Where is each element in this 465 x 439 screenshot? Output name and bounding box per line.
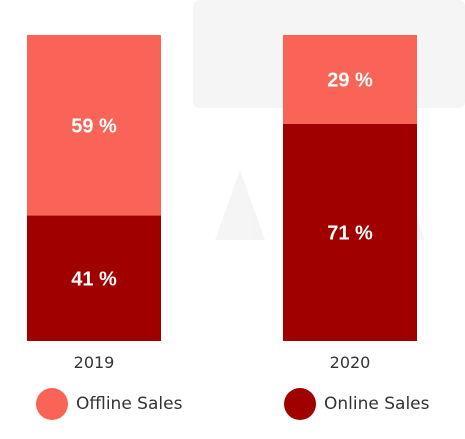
legend: Offline Sales Online Sales — [0, 388, 465, 424]
legend-item-offline-sales: Offline Sales — [36, 388, 182, 420]
bar-offline-sales-2019 — [27, 35, 161, 216]
data-label-offline-sales-2020: 29 % — [327, 69, 373, 91]
x-axis-ticks: 2019 2020 — [74, 353, 371, 372]
x-tick-2020: 2020 — [330, 353, 371, 372]
data-label-online-sales-2020: 71 % — [327, 222, 373, 244]
bar-labels-layer: 41 % 59 % 71 % 29 % — [71, 69, 373, 290]
data-label-online-sales-2019: 41 % — [71, 268, 117, 290]
bars-layer — [27, 35, 417, 342]
bar-online-sales-2019 — [27, 215, 161, 341]
online-sales-swatch — [284, 388, 316, 420]
offline-sales-swatch — [36, 388, 68, 420]
legend-label-offline-sales: Offline Sales — [76, 394, 183, 414]
x-tick-2019: 2019 — [74, 353, 115, 372]
legend-label-online-sales: Online Sales — [324, 394, 430, 414]
data-label-offline-sales-2019: 59 % — [71, 115, 117, 137]
legend-item-online-sales: Online Sales — [284, 388, 430, 420]
bar-online-sales-2020 — [283, 123, 417, 342]
bar-offline-sales-2020 — [283, 35, 417, 124]
